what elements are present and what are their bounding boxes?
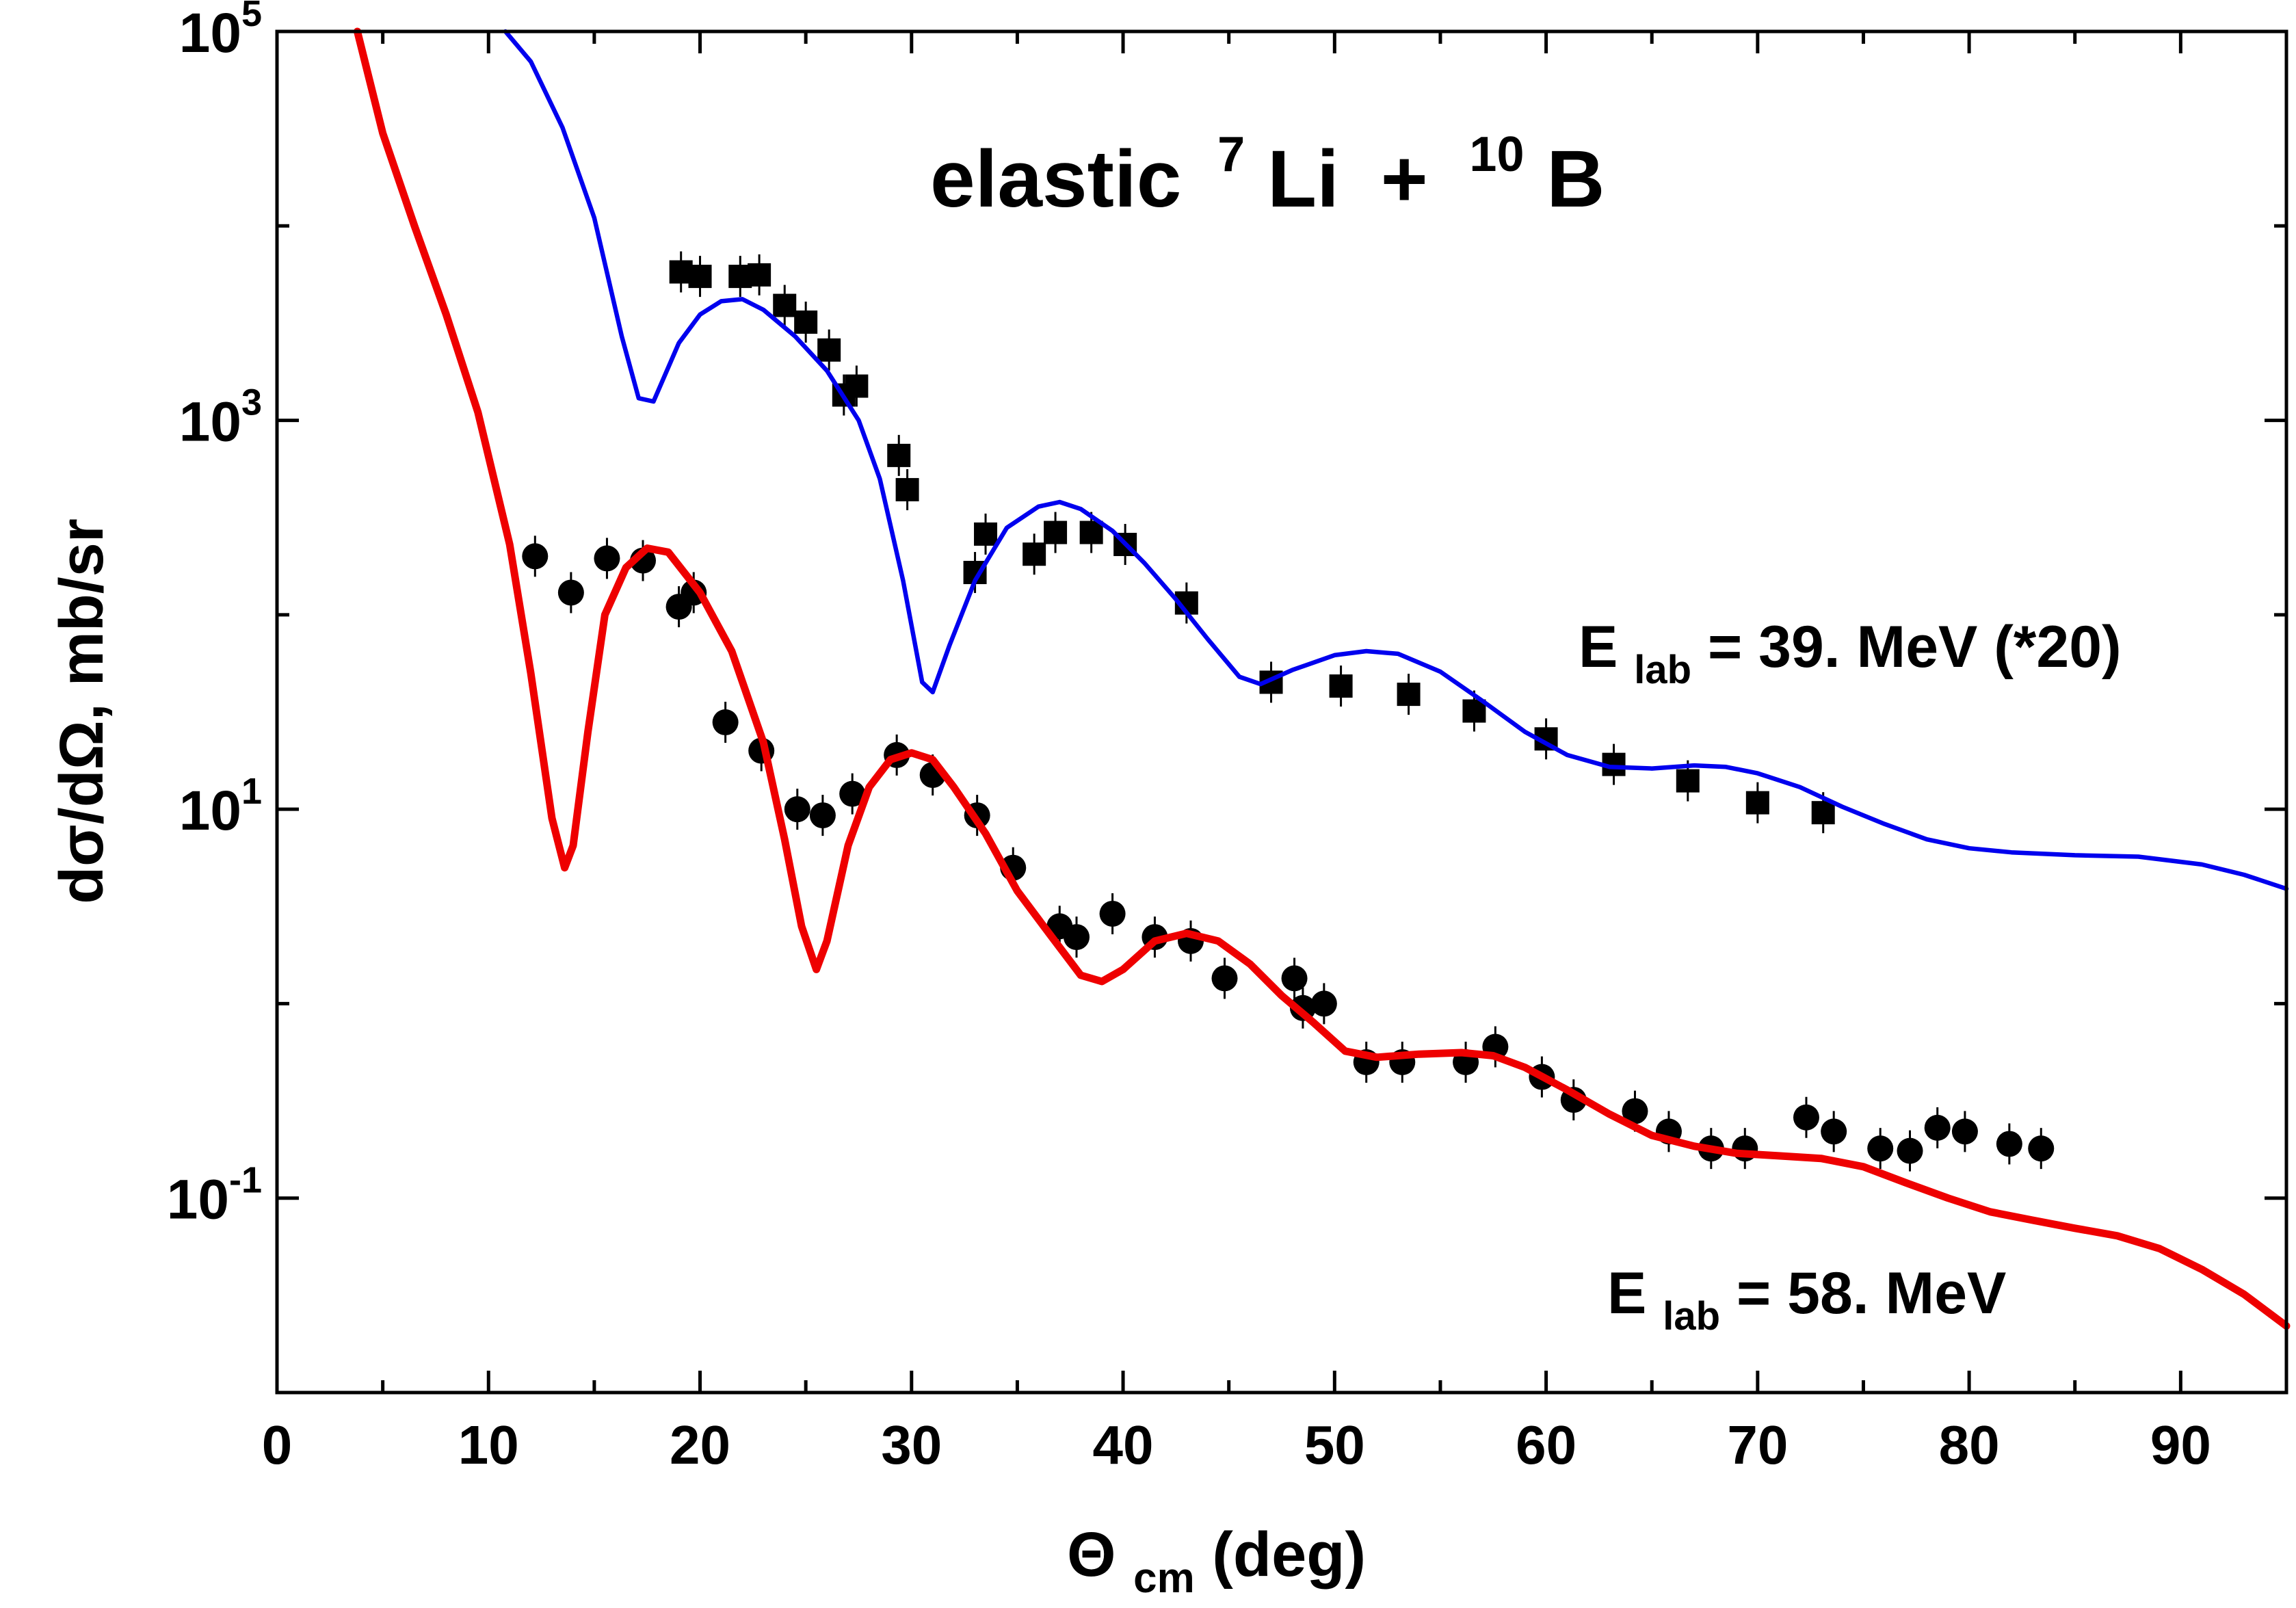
data-point-circle — [1951, 1118, 1978, 1145]
data-point-square — [688, 265, 712, 289]
data-point-square — [1329, 674, 1353, 698]
data-point-square — [1022, 542, 1046, 566]
data-point-circle — [809, 802, 836, 829]
x-axis-sub: cm — [1133, 1555, 1195, 1602]
label-39-e: E — [1579, 614, 1618, 680]
data-point-circle — [594, 545, 620, 572]
data-point-square — [974, 522, 998, 546]
title-plus: + — [1381, 134, 1428, 224]
data-point-square — [895, 477, 919, 501]
series-line-e-lab-39-mev-20-fit — [503, 29, 2289, 891]
data-point-circle — [1996, 1131, 2022, 1157]
y-tick-labels: 105 103 101 10-1 — [167, 0, 262, 1231]
title-projectile-mass: 7 — [1217, 127, 1245, 182]
y-tick-label: 10-1 — [167, 1160, 262, 1231]
data-point-square — [1397, 683, 1421, 707]
data-point-circle — [1281, 965, 1308, 992]
y-axis-label: dσ/dΩ, mb/sr — [48, 518, 116, 904]
title-target: B — [1546, 134, 1605, 224]
x-tick-label: 70 — [1727, 1414, 1788, 1475]
data-point-square — [845, 374, 869, 398]
data-point-square — [794, 310, 818, 334]
title-target-mass: 10 — [1469, 127, 1524, 182]
data-point-square — [1044, 520, 1068, 544]
title-word: elastic — [930, 134, 1181, 224]
data-point-square — [1676, 769, 1700, 793]
data-point-circle — [1099, 900, 1126, 927]
x-axis-label: Θ cm (deg) — [1067, 1520, 1366, 1606]
data-point-circle — [1924, 1114, 1951, 1141]
data-point-square — [887, 443, 911, 467]
x-tick-label: 0 — [262, 1414, 293, 1475]
data-point-square — [748, 263, 771, 287]
data-point-circle — [1064, 924, 1090, 951]
data-point-circle — [712, 709, 739, 736]
series-line-e-lab-58-mev-fit — [354, 27, 2291, 1330]
data-point-circle — [1867, 1135, 1894, 1162]
data-point-circle — [784, 796, 810, 823]
label-39-sub: lab — [1634, 648, 1691, 692]
label-58-e: E — [1607, 1261, 1646, 1326]
data-point-square — [1745, 791, 1769, 815]
x-tick-label: 60 — [1516, 1414, 1576, 1475]
data-point-circle — [1211, 965, 1238, 992]
x-tick-label: 80 — [1939, 1414, 2000, 1475]
x-axis-theta: Θ — [1067, 1520, 1116, 1590]
data-point-square — [1079, 520, 1103, 544]
plot-frame — [275, 29, 2288, 1395]
data-point-circle — [557, 579, 584, 606]
x-tick-label: 90 — [2150, 1414, 2211, 1475]
x-tick-labels: 0 10 20 30 40 50 60 70 80 90 — [262, 1414, 2211, 1475]
y-tick-label: 103 — [179, 382, 262, 453]
x-tick-label: 30 — [881, 1414, 942, 1475]
data-point-circle — [1793, 1104, 1819, 1131]
x-tick-label: 40 — [1093, 1414, 1154, 1475]
data-point-circle — [1622, 1098, 1648, 1124]
data-point-square — [817, 338, 841, 362]
y-tick-label: 105 — [179, 0, 262, 64]
label-39-rest: = 39. MeV (*20) — [1708, 614, 2122, 680]
x-axis-rest: (deg) — [1212, 1520, 1366, 1590]
x-tick-label: 20 — [670, 1414, 730, 1475]
data-point-circle — [839, 780, 866, 807]
label-58-mev: E lab = 58. MeV — [1607, 1261, 2006, 1343]
x-tick-label: 10 — [458, 1414, 519, 1475]
title-projectile: Li — [1267, 134, 1339, 224]
data-point-circle — [522, 543, 549, 570]
data-point-circle — [1821, 1118, 1847, 1145]
data-point-circle — [1897, 1137, 1923, 1164]
data-point-circle — [2028, 1135, 2055, 1162]
label-58-rest: = 58. MeV — [1737, 1261, 2006, 1326]
chart-title: elastic 7 Li + 10 B — [930, 98, 1605, 224]
data-point-square — [773, 293, 797, 317]
series-layer — [354, 27, 2291, 1330]
data-point-square — [1811, 801, 1835, 825]
label-39-mev: E lab = 39. MeV (*20) — [1579, 614, 2122, 696]
label-58-sub: lab — [1663, 1294, 1720, 1339]
y-tick-label: 101 — [179, 771, 262, 842]
x-tick-label: 50 — [1304, 1414, 1365, 1475]
data-point-circle — [1310, 990, 1337, 1017]
